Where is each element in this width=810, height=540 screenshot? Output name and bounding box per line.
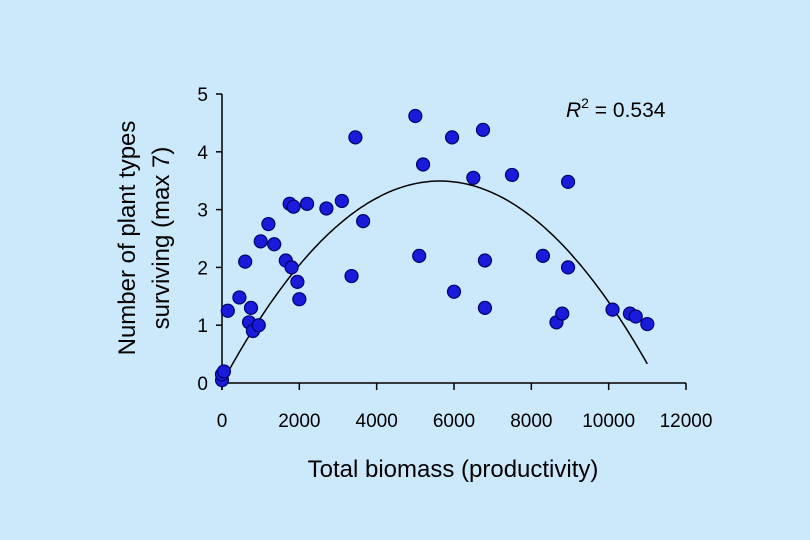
data-point	[477, 253, 493, 268]
data-point	[286, 199, 301, 214]
data-point	[251, 318, 266, 333]
data-point	[475, 122, 491, 137]
y-axis-title-line-2: surviving (max 7)	[148, 147, 175, 330]
data-point	[216, 364, 232, 379]
y-axis-title-line-1: Number of plant types	[114, 121, 141, 356]
x-tick-label: 0	[217, 411, 228, 432]
data-point	[290, 274, 305, 289]
y-axis-title-group: Number of plant types surviving (max 7)	[114, 121, 175, 356]
data-point	[334, 193, 349, 209]
x-tick-label: 12000	[660, 411, 713, 432]
data-point	[412, 248, 427, 263]
data-point	[292, 292, 307, 307]
data-point	[466, 170, 481, 185]
data-point	[560, 174, 576, 189]
data-point	[555, 306, 570, 321]
r-squared-annotation: R2 = 0.534	[566, 95, 666, 122]
data-point	[504, 167, 520, 183]
r-squared-value: = 0.534	[589, 99, 666, 122]
data-point	[415, 157, 431, 172]
y-tick-label: 3	[197, 201, 208, 222]
data-points	[214, 108, 655, 388]
data-point	[267, 237, 282, 252]
data-point	[348, 130, 363, 145]
axes	[216, 94, 686, 390]
data-point	[444, 130, 460, 145]
x-tick-label: 10000	[582, 411, 635, 432]
data-point	[261, 216, 276, 232]
y-tick-label: 0	[197, 374, 208, 395]
data-point	[605, 302, 620, 317]
x-ticks: 0 2000 4000 6000 8000 10000 12000	[217, 383, 713, 432]
x-tick-label: 8000	[510, 411, 552, 432]
data-point	[220, 303, 235, 318]
y-tick-label: 1	[197, 316, 208, 337]
data-point	[408, 108, 423, 124]
data-point	[243, 300, 259, 315]
data-point	[446, 284, 462, 299]
trend-curve	[221, 180, 648, 384]
r-superscript: 2	[581, 95, 589, 111]
data-point	[284, 260, 299, 275]
x-tick-label: 4000	[356, 411, 398, 432]
data-point	[253, 234, 268, 249]
data-point	[628, 309, 643, 324]
data-point	[640, 316, 655, 332]
data-point	[356, 214, 371, 229]
data-point	[232, 290, 247, 305]
data-point	[319, 201, 334, 216]
data-point	[535, 248, 551, 263]
r-symbol: R	[566, 99, 581, 122]
data-point	[560, 260, 576, 275]
y-tick-label: 4	[197, 143, 208, 164]
data-point	[299, 196, 315, 211]
data-point	[238, 254, 253, 269]
x-tick-label: 6000	[433, 411, 475, 432]
data-point	[477, 300, 493, 315]
y-tick-label: 5	[197, 85, 208, 106]
y-tick-label: 2	[197, 258, 208, 279]
x-axis-title: Total biomass (productivity)	[308, 456, 599, 483]
data-point	[344, 268, 359, 284]
y-ticks: 0 1 2 3 4 5	[197, 85, 222, 395]
x-tick-label: 2000	[278, 411, 320, 432]
